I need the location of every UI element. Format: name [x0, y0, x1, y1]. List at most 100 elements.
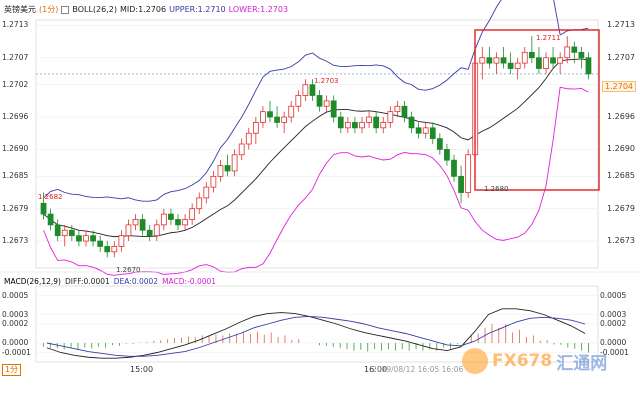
candle-up — [479, 57, 486, 64]
candle-down — [486, 57, 493, 64]
candle-down — [571, 46, 578, 53]
macd-hist-value: MACD:-0.0001 — [162, 277, 217, 286]
boll-label[interactable]: BOLL(26,2) — [72, 5, 117, 14]
candle-up — [196, 197, 203, 210]
candle-down — [429, 127, 436, 140]
candle-up — [252, 122, 259, 134]
candle-up — [465, 154, 472, 193]
candle-down — [507, 62, 514, 69]
candle-up — [302, 84, 309, 96]
candle-up — [514, 62, 521, 69]
candle-down — [444, 148, 450, 161]
macd-left-tick: 0.0003 — [2, 309, 29, 319]
candle-up — [564, 46, 571, 59]
macd-dea-value: DEA:0.0002 — [113, 277, 159, 286]
candle-down — [139, 219, 146, 231]
watermark-ball-icon — [462, 348, 488, 374]
candle-down — [337, 116, 344, 129]
candle-down — [500, 57, 507, 64]
left-price-tick: 1.2696 — [2, 112, 29, 122]
time-label-1500: 15:00 — [130, 365, 154, 374]
macd-tick: 0.0003 — [600, 309, 627, 319]
macd-name[interactable]: MACD(26,12,9) — [4, 277, 61, 286]
price-tick: 1.2679 — [607, 203, 635, 213]
mid-high-annotation: 1.2703 — [314, 77, 339, 85]
candle-up — [118, 235, 125, 247]
candle-down — [104, 246, 111, 253]
candle-up — [210, 175, 217, 188]
macd-left-tick: 0.0000 — [2, 338, 29, 347]
price-tick: 1.2713 — [607, 20, 635, 30]
macd-left-tick: -0.0001 — [2, 347, 31, 357]
macd-diff-value: DIFF:0.0001 — [64, 277, 110, 286]
candle-down — [352, 122, 358, 129]
macd-dea-line — [46, 315, 586, 357]
price-tick: 1.2690 — [607, 144, 635, 154]
left-price-tick: 1.2690 — [2, 144, 29, 154]
boll-upper-value: UPPER:1.2710 — [169, 5, 226, 14]
indicator-checkbox[interactable] — [61, 6, 70, 14]
boll-mid-line — [43, 58, 589, 238]
macd-header: MACD(26,12,9) DIFF:0.0001 DEA:0.0002 MAC… — [4, 275, 216, 289]
candle-up — [111, 246, 118, 253]
candle-down — [330, 100, 337, 118]
symbol-label: 英镑美元 — [4, 5, 36, 14]
candle-up — [182, 219, 188, 226]
period-label[interactable]: (1分) — [39, 5, 59, 14]
candle-down — [175, 219, 181, 226]
candle-up — [394, 105, 401, 113]
candle-up — [231, 154, 238, 172]
watermark-logo: FX678 汇通网 — [462, 348, 607, 374]
left-price-tick: 1.2679 — [2, 203, 29, 213]
candle-up — [245, 132, 252, 145]
candle-up — [557, 57, 564, 64]
candle-up — [295, 95, 302, 107]
candle-down — [408, 116, 415, 129]
left-price-tick: 1.2673 — [2, 236, 29, 246]
left-high-annotation: 1.2682 — [38, 193, 63, 201]
candle-up — [260, 111, 266, 123]
candle-up — [344, 122, 351, 129]
candle-down — [401, 105, 408, 118]
price-frame — [35, 19, 599, 269]
candle-down — [97, 240, 104, 247]
candle-up — [238, 143, 245, 156]
low-annotation: 1.2670 — [116, 266, 141, 274]
candle-up — [153, 224, 160, 237]
watermark-brand-a: FX678 — [492, 351, 553, 371]
candle-down — [373, 116, 380, 129]
price-tick: 1.2707 — [607, 52, 635, 62]
macd-tick: 0.0005 — [600, 290, 627, 300]
candle-up — [132, 219, 139, 226]
candle-down — [68, 229, 75, 237]
candle-up — [493, 57, 500, 64]
time-label-1600: 16:00 — [364, 365, 388, 374]
period-button[interactable]: 1分 — [2, 364, 22, 376]
candle-down — [309, 84, 316, 96]
candle-up — [189, 208, 196, 220]
candle-down — [274, 116, 280, 123]
candle-down — [451, 159, 457, 177]
candle-down — [76, 235, 82, 242]
candle-down — [40, 202, 47, 215]
macd-tick: -0.0001 — [600, 347, 629, 357]
candle-up — [366, 116, 372, 123]
candle-down — [550, 57, 556, 64]
candle-up — [422, 127, 429, 134]
candle-down — [316, 95, 323, 107]
timestamp-readout: 2019/08/12 16:05 16:06 — [372, 365, 464, 374]
candle-up — [83, 235, 89, 242]
current-price-label: 1.2704 — [602, 81, 636, 92]
candle-down — [536, 57, 542, 69]
price-tick: 1.2685 — [607, 171, 635, 181]
candle-down — [528, 51, 535, 59]
candle-up — [288, 105, 295, 118]
highlight-box — [474, 29, 600, 191]
indicator-header: 英镑美元 (1分) BOLL(26,2) MID:1.2706 UPPER:1.… — [4, 3, 288, 17]
candle-down — [47, 213, 54, 226]
candle-up — [125, 224, 132, 237]
candle-up — [521, 51, 528, 64]
candle-up — [543, 57, 549, 69]
